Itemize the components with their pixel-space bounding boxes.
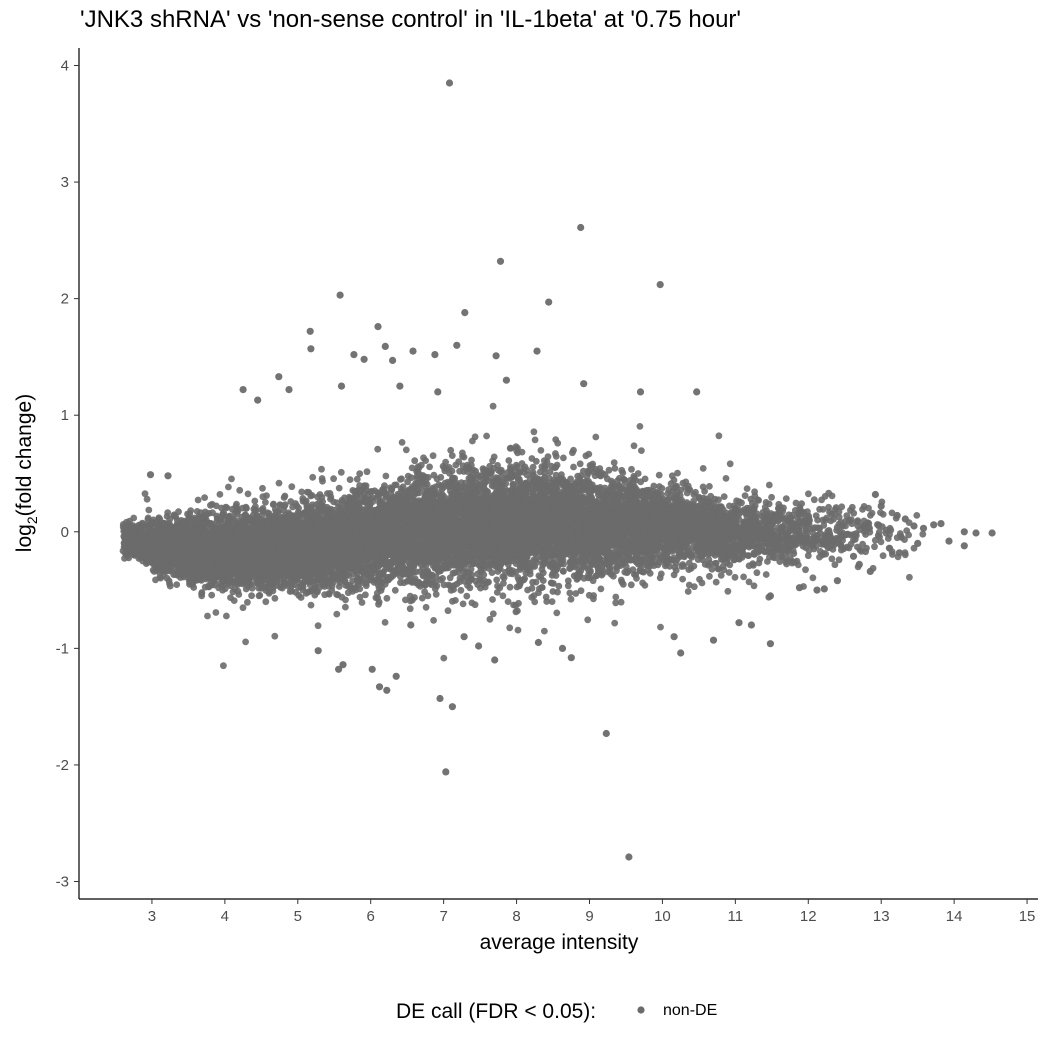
data-point	[919, 530, 927, 538]
data-point	[463, 592, 471, 600]
data-point	[446, 574, 454, 582]
scatter-points	[119, 402, 927, 670]
data-point	[910, 544, 918, 552]
data-point	[166, 515, 174, 523]
data-point	[239, 604, 247, 612]
data-point	[835, 556, 843, 564]
data-point	[244, 598, 251, 606]
data-point	[275, 479, 283, 487]
data-point	[173, 581, 181, 588]
data-point	[228, 475, 235, 483]
data-point	[765, 481, 773, 489]
data-point	[333, 610, 341, 618]
data-point	[750, 582, 758, 590]
data-point	[514, 444, 521, 452]
chart-title: 'JNK3 shRNA' vs 'non-sense control' in '…	[80, 6, 741, 33]
data-point	[848, 503, 856, 511]
data-point	[611, 619, 619, 627]
data-point	[553, 609, 561, 617]
data-point	[225, 483, 232, 491]
data-point	[740, 573, 747, 581]
data-point	[638, 447, 645, 454]
data-point	[236, 486, 244, 494]
data-point	[706, 572, 713, 580]
data-point	[518, 448, 526, 456]
data-point	[541, 627, 548, 635]
data-point	[356, 593, 364, 601]
data-point	[398, 439, 406, 446]
data-point	[271, 594, 279, 602]
data-point	[430, 471, 438, 479]
data-point	[567, 595, 575, 603]
data-point	[725, 569, 733, 576]
data-point	[816, 553, 823, 561]
data-point	[318, 465, 325, 473]
data-point	[706, 483, 713, 490]
data-point	[459, 600, 467, 608]
data-point	[755, 496, 762, 504]
data-point	[448, 452, 456, 459]
data-point	[528, 455, 536, 462]
data-point	[529, 578, 536, 586]
data-point	[650, 482, 658, 490]
data-point	[143, 495, 151, 503]
data-point	[610, 459, 618, 466]
data-point	[208, 591, 216, 599]
data-point	[724, 587, 732, 595]
data-point	[223, 612, 230, 620]
data-point	[835, 513, 843, 521]
data-point	[216, 491, 224, 498]
data-point	[418, 594, 426, 602]
data-point	[782, 495, 790, 502]
data-point	[597, 585, 605, 593]
data-point	[731, 573, 739, 581]
data-point	[657, 623, 664, 631]
data-point	[584, 616, 592, 624]
data-point	[850, 509, 858, 517]
data-point	[612, 599, 620, 607]
data-point	[546, 468, 554, 476]
data-point	[741, 492, 749, 499]
data-point	[457, 586, 465, 594]
data-point	[531, 436, 539, 444]
data-point	[452, 597, 459, 604]
data-point	[422, 603, 430, 611]
data-point	[871, 543, 878, 551]
data-point	[251, 497, 259, 505]
data-point	[489, 596, 496, 603]
data-point	[572, 590, 580, 597]
data-point	[337, 468, 345, 476]
data-point	[592, 433, 600, 441]
data-point	[560, 454, 567, 462]
data-point	[506, 583, 514, 591]
data-point	[542, 593, 550, 601]
data-point	[576, 460, 584, 468]
data-point	[353, 475, 361, 483]
data-point	[717, 572, 725, 579]
data-point	[356, 470, 364, 478]
data-point	[802, 566, 809, 574]
data-point	[828, 555, 836, 563]
data-point	[309, 473, 317, 481]
data-point	[685, 566, 693, 573]
data-point	[248, 592, 256, 600]
data-point	[570, 463, 577, 471]
data-point	[566, 589, 574, 597]
data-point	[430, 617, 437, 624]
